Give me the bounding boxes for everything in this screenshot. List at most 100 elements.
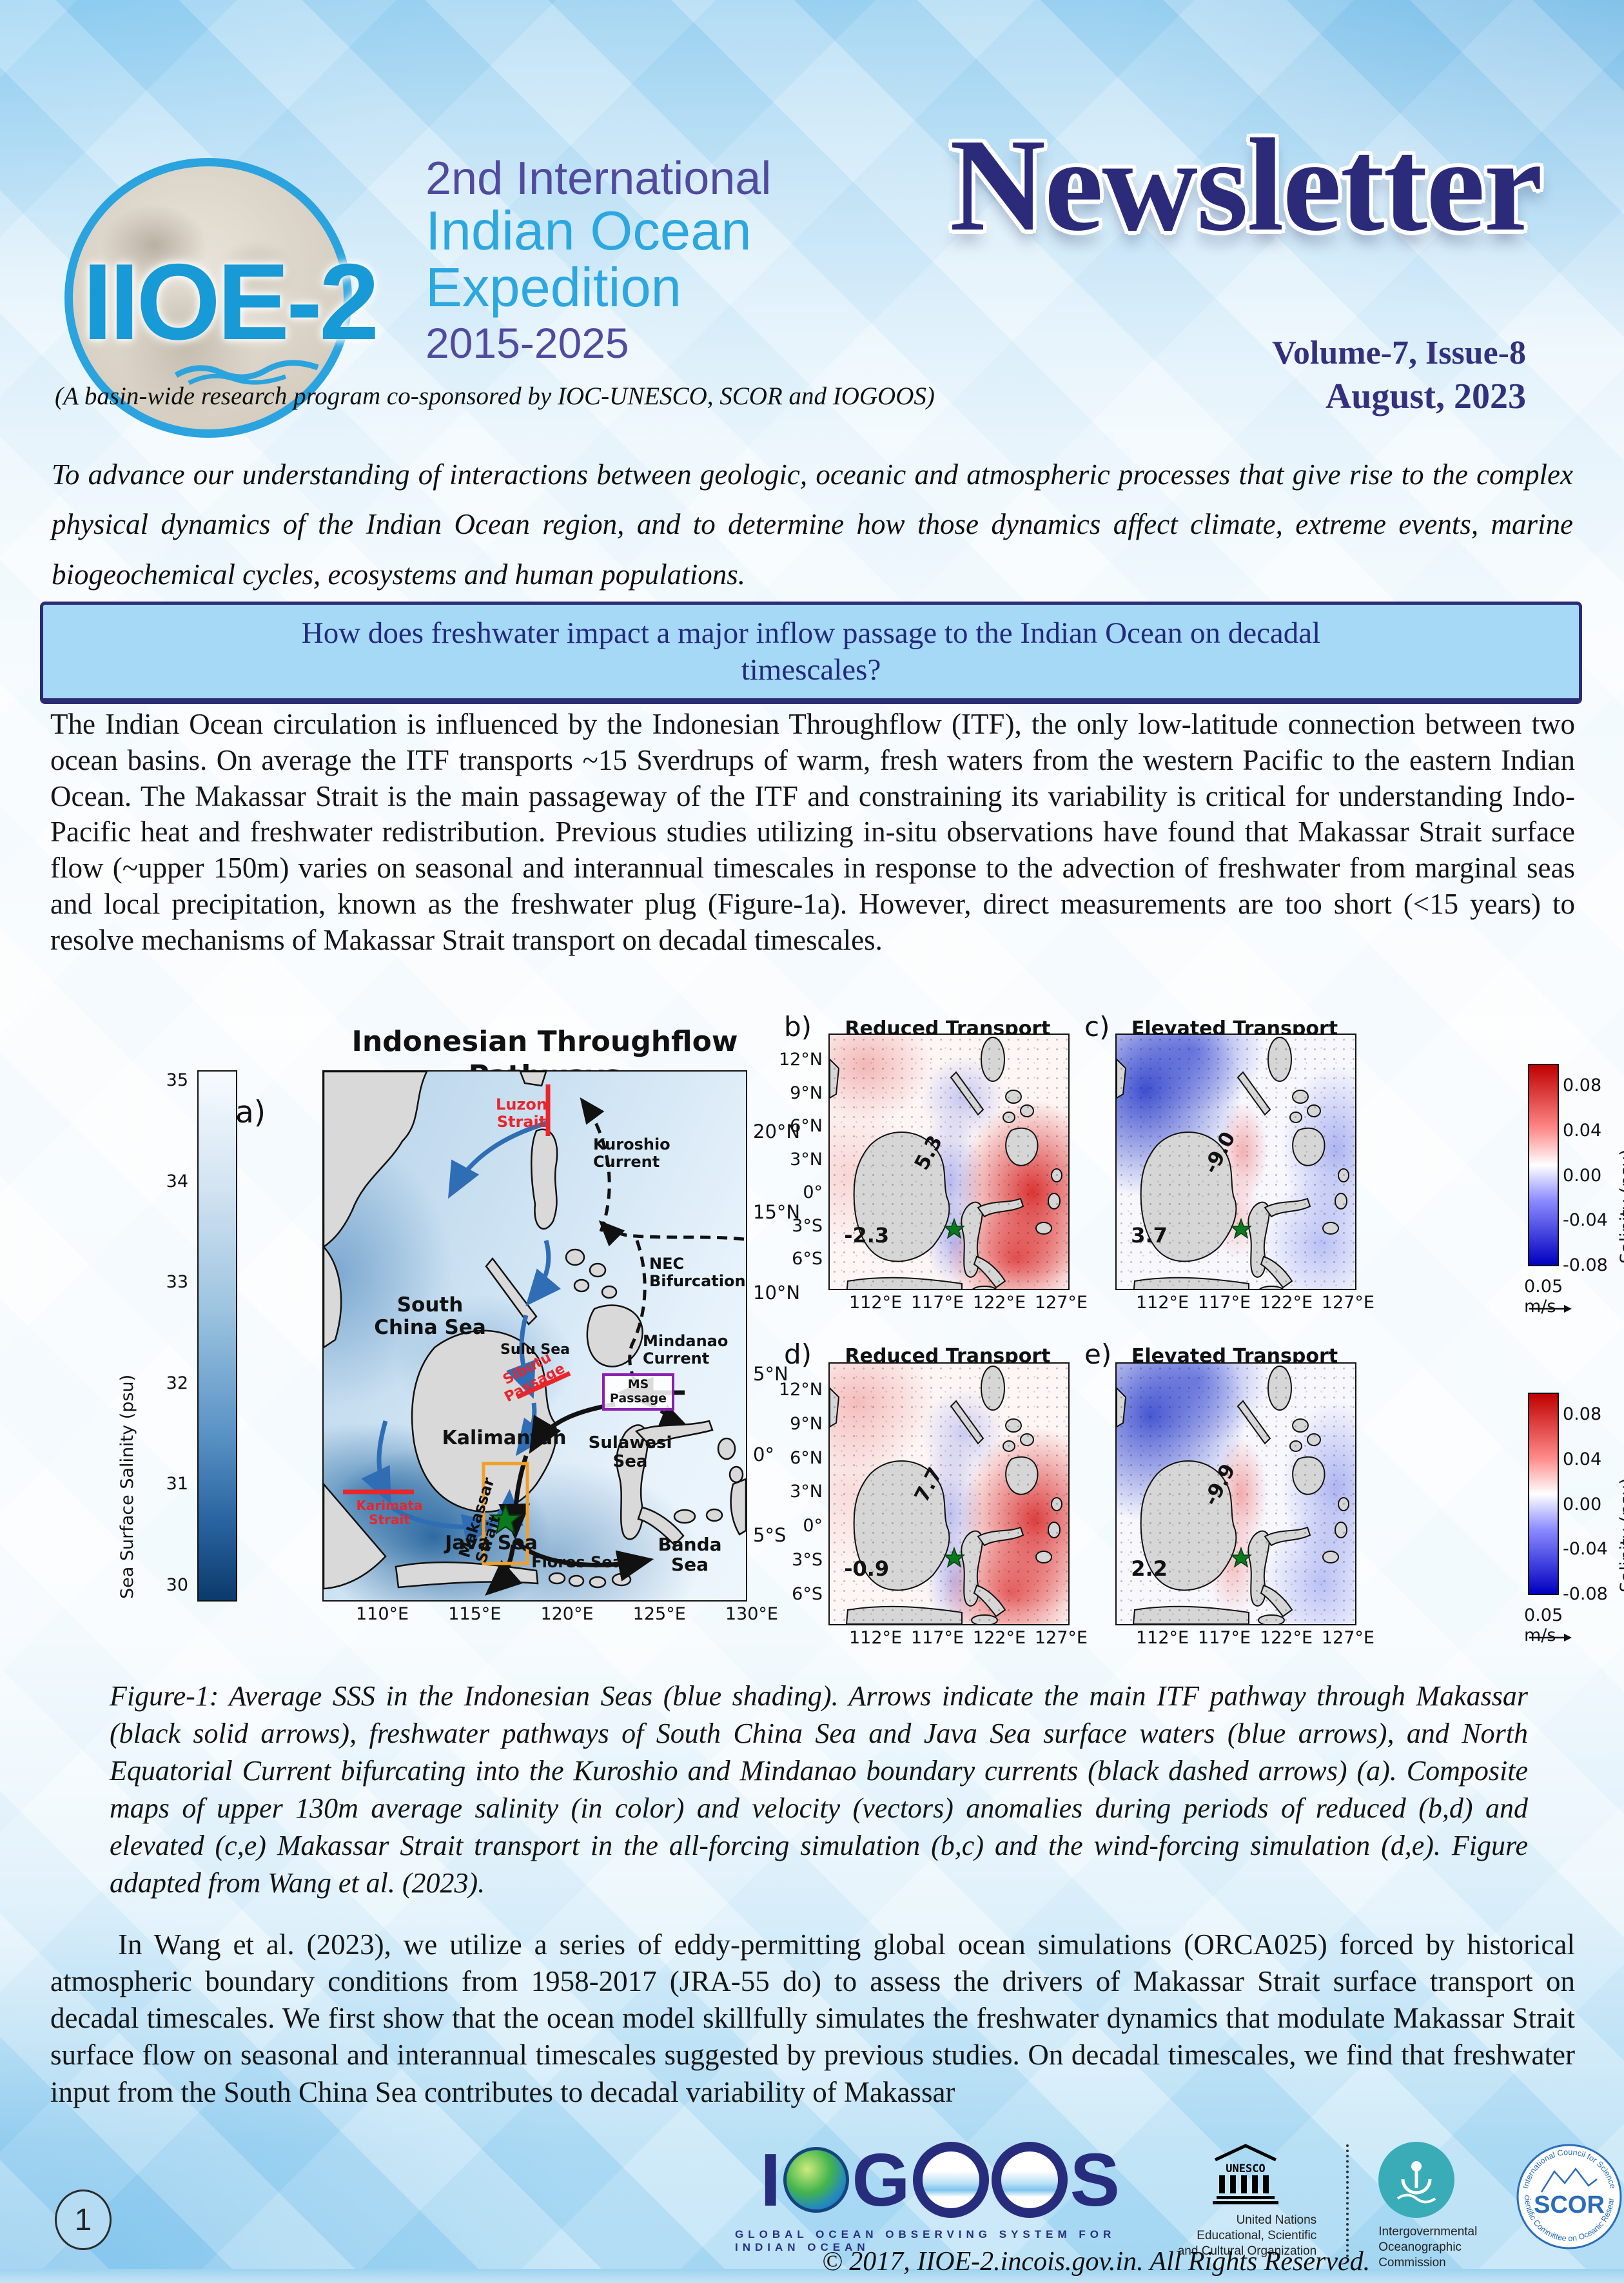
newsletter-title: Newsletter: [950, 111, 1543, 259]
colorbar-tick: 0.00: [1563, 1165, 1602, 1186]
axis-tick: 3°S: [792, 1550, 823, 1571]
map-panel-e: -9.9 2.2: [1115, 1362, 1356, 1625]
axis-tick: 122°E: [1259, 1293, 1313, 1313]
axis-tick: 125°E: [632, 1604, 686, 1624]
issue-block: Volume-7, Issue-8 August, 2023: [1272, 332, 1526, 419]
colorbar-tick: -0.08: [1563, 1584, 1608, 1604]
colorbar-tick: -0.08: [1563, 1255, 1608, 1275]
iogoos-wordmark: I G S: [760, 2142, 1120, 2218]
scor-emblem-icon: International Council for Science Scient…: [1512, 2135, 1622, 2249]
logo-divider: [1346, 2144, 1349, 2257]
axis-tick: 9°N: [790, 1083, 823, 1103]
axis-tick: 112°E: [849, 1628, 903, 1648]
logo-line-3: Expedition: [426, 257, 681, 319]
scor-logo: International Council for Science Scient…: [1512, 2135, 1624, 2255]
unesco-icon-text: UNESCO: [1226, 2162, 1265, 2175]
panel-d-letter: d): [784, 1338, 812, 1370]
axis-tick: 117°E: [910, 1628, 964, 1648]
label-kuroshio-current: Kuroshio Current: [593, 1135, 670, 1171]
panel-b-x-axis: 112°E 117°E 122°E 127°E: [828, 1293, 1108, 1313]
vector-scale-arrow-icon: [1529, 1634, 1572, 1641]
panel-b-y-axis: 12°N 9°N 6°N 3°N 0° 3°S 6°S: [768, 1050, 823, 1269]
axis-tick: 122°E: [972, 1628, 1026, 1648]
unesco-caption: United Nations Educational, Scientific a…: [1177, 2213, 1317, 2258]
axis-tick: 0°: [803, 1516, 823, 1536]
panel-d-x-axis: 112°E 117°E 122°E 127°E: [828, 1628, 1108, 1648]
axis-tick: 110°E: [356, 1604, 409, 1624]
salinity-colorbar-ticks-top: 0.08 0.04 0.00 -0.04 -0.08: [1563, 1064, 1614, 1287]
unesco-temple-icon: UNESCO: [1213, 2144, 1279, 2204]
axis-tick: 127°E: [1321, 1293, 1375, 1313]
axis-tick: 9°N: [790, 1413, 823, 1434]
label-ms-passage: MS Passage: [602, 1373, 674, 1411]
program-note: (A basin-wide research program co-sponso…: [55, 382, 935, 410]
panel-c-x-axis: 112°E 117°E 122°E 127°E: [1115, 1293, 1395, 1313]
axis-tick: 3°S: [792, 1215, 823, 1236]
salinity-colorbar-label-bottom: Salinity (psu): [1617, 1478, 1624, 1592]
logo-line-2: Indian Ocean: [426, 200, 752, 262]
label-karimata-strait: Karimata Strait: [356, 1498, 423, 1528]
vector-scale-label-top: 0.05 m/s: [1524, 1277, 1563, 1317]
axis-tick: 6°S: [792, 1249, 823, 1269]
label-kalimantan: Kalimantan: [442, 1427, 567, 1449]
unesco-logo: UNESCO United Nations Educational, Scien…: [1175, 2142, 1316, 2259]
panel-e-corner-value: 2.2: [1131, 1556, 1168, 1581]
axis-tick: 127°E: [1034, 1293, 1088, 1313]
article-headline: How does freshwater impact a major inflo…: [301, 616, 1321, 687]
article-paragraph-1: The Indian Ocean circulation is influenc…: [50, 708, 1575, 956]
axis-tick: 3°N: [790, 1149, 823, 1170]
iogoos-letter-g: G: [852, 2138, 910, 2222]
velocity-quiver-field: [1117, 1035, 1355, 1289]
axis-tick: 112°E: [849, 1293, 903, 1313]
colorbar-tick: -0.04: [1563, 1539, 1608, 1560]
colorbar-tick: 35: [166, 1070, 188, 1090]
page-number-badge: 1: [55, 2190, 112, 2250]
ioc-caption: Intergovernmental Oceanographic Commissi…: [1378, 2225, 1478, 2269]
axis-tick: 10°N: [753, 1282, 801, 1304]
axis-tick: 127°E: [1034, 1628, 1088, 1648]
iogoos-logo: I G S GLOBAL OCEAN OBSERVING SYSTEM FOR …: [735, 2142, 1145, 2254]
iogoos-letter-s: S: [1070, 2138, 1120, 2222]
axis-tick: 122°E: [1259, 1628, 1313, 1648]
colorbar-tick: 33: [166, 1272, 188, 1293]
panel-d-corner-value: -0.9: [844, 1556, 890, 1581]
colorbar-tick: 0.08: [1563, 1404, 1602, 1424]
axis-tick: 6°S: [792, 1583, 823, 1604]
colorbar-tick: 31: [166, 1474, 188, 1494]
panel-b-letter: b): [784, 1011, 812, 1043]
vector-scale-label-bottom: 0.05 m/s: [1524, 1605, 1563, 1645]
axis-tick: 5°S: [753, 1524, 787, 1546]
axis-tick: 12°N: [778, 1380, 823, 1400]
vector-scale-arrow-icon: [1529, 1305, 1572, 1313]
ioc-logo: Intergovernmental Oceanographic Commissi…: [1378, 2142, 1485, 2270]
sss-colorbar-ticks: 35 34 33 32 31 30: [142, 1070, 188, 1595]
ioc-emblem-icon: [1378, 2142, 1455, 2218]
panel-e-letter: e): [1084, 1338, 1112, 1370]
map-panel-c: -9.0 3.7: [1115, 1034, 1356, 1290]
axis-tick: 130°E: [725, 1604, 778, 1624]
colorbar-tick: 0.08: [1563, 1075, 1602, 1095]
label-sulawesi-sea: Sulawesi Sea: [588, 1433, 672, 1472]
logo-line-1: 2nd International: [426, 153, 772, 204]
axis-tick: 115°E: [448, 1604, 502, 1624]
panel-a-map-art: [324, 1072, 746, 1596]
axis-tick: 20°N: [753, 1121, 801, 1142]
wave-ring-icon: [991, 2142, 1068, 2218]
logo-wave-icon: [174, 360, 319, 386]
wave-ring-icon: [912, 2142, 989, 2218]
panel-c-corner-value: 3.7: [1131, 1222, 1168, 1248]
axis-tick: 5°N: [753, 1362, 788, 1385]
velocity-quiver-field: [1117, 1364, 1355, 1624]
panel-a-title-line1: Indonesian Throughflow: [351, 1025, 738, 1058]
iioe2-logo-acronym: IIOE-2: [83, 241, 379, 362]
axis-tick: 6°N: [790, 1116, 823, 1136]
salinity-colorbar-top: [1528, 1064, 1559, 1266]
issue-date: August, 2023: [1325, 377, 1526, 416]
iogoos-tagline: GLOBAL OCEAN OBSERVING SYSTEM FOR INDIAN…: [735, 2228, 1116, 2253]
map-panel-d: 7.7 -0.9: [828, 1362, 1070, 1625]
scor-name: SCOR: [1534, 2191, 1605, 2219]
axis-tick: 12°N: [778, 1050, 823, 1070]
axis-tick: 120°E: [540, 1604, 594, 1624]
panel-a-y-axis: 20°N 15°N 10°N 5°N 0° 5°S: [753, 1121, 821, 1546]
